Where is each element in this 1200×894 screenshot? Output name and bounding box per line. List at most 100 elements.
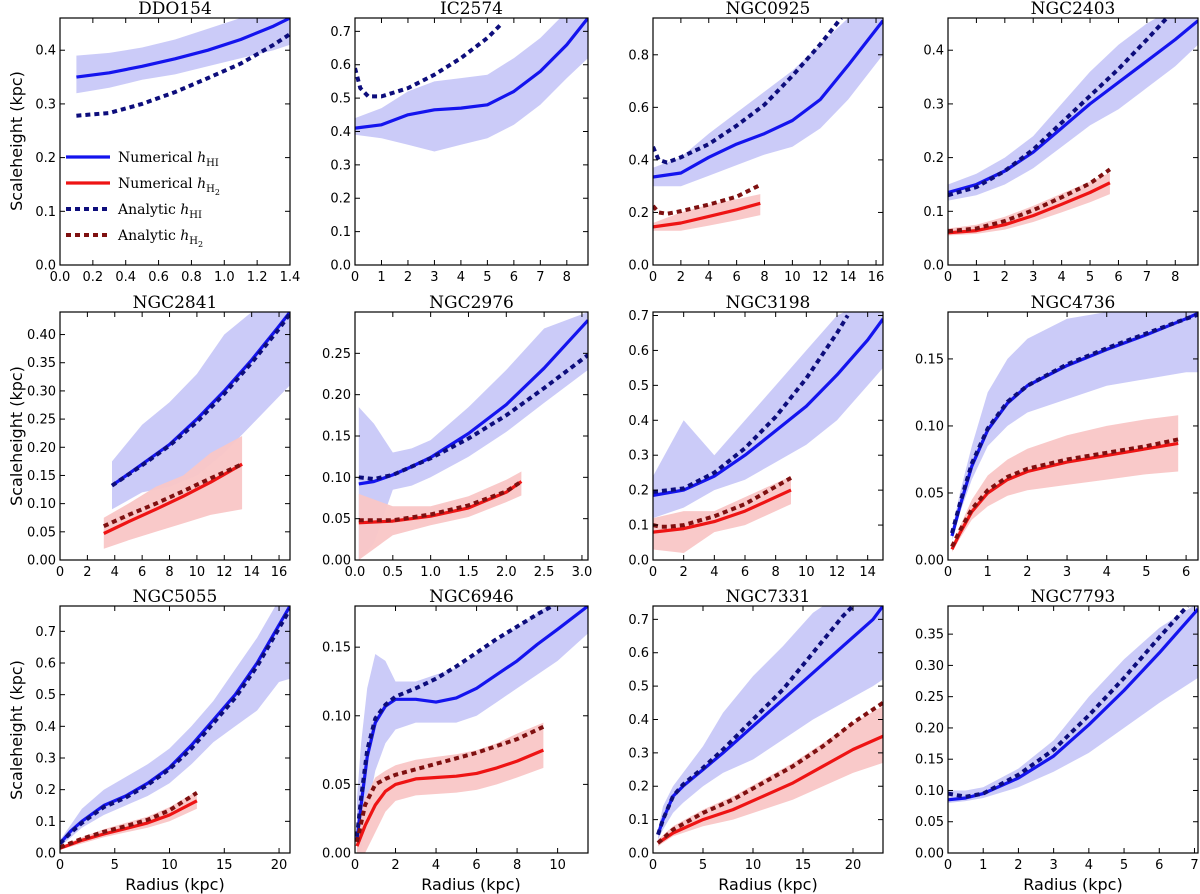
x-tick-label: 2 xyxy=(391,858,399,873)
legend: Numerical hHI Numerical hH2 Analytic hHI An… xyxy=(66,150,220,249)
x-tick-label: 0 xyxy=(944,270,952,285)
y-tick-label: 0.3 xyxy=(628,449,649,464)
x-tick-label: 1.2 xyxy=(247,270,268,285)
series-line-ddo154-1 xyxy=(76,32,290,118)
axes-frame xyxy=(652,17,884,266)
x-tick-label: 5 xyxy=(111,858,119,873)
panel-ngc3198: 0 2 4 6 8 10 12 14 0.0 0.1 0.2 0.3 0.4 0.5 0.6 0.7 NGC31… xyxy=(628,293,884,580)
y-tick-label: 0.15 xyxy=(322,641,351,656)
y-tick-label: 0.30 xyxy=(27,384,56,399)
x-tick-label: 4 xyxy=(1103,565,1111,580)
axes-frame xyxy=(59,311,291,561)
y-tick-label: 0.8 xyxy=(628,48,649,63)
panel-ngc0925: 0 2 4 6 8 10 12 14 16 0.0 0.2 0.4 0.6 0.8 NGC0925 xyxy=(628,0,884,285)
y-tick-label: 0.40 xyxy=(27,328,56,343)
y-tick-label: 0.2 xyxy=(330,192,351,207)
x-tick-label: 0 xyxy=(649,858,657,873)
x-tick-label: 5 xyxy=(699,858,707,873)
y-tick-label: 0.1 xyxy=(35,815,56,830)
y-tick-label: 0.2 xyxy=(35,151,56,166)
x-tick-label: 10 xyxy=(798,565,815,580)
y-tick-label: 0.5 xyxy=(628,379,649,394)
y-tick-label: 0.25 xyxy=(322,347,351,362)
series-line-ngc0925-1 xyxy=(653,18,843,165)
y-tick-label: 0.3 xyxy=(628,746,649,761)
y-tick-label: 0.10 xyxy=(322,471,351,486)
panel-title: NGC2841 xyxy=(133,293,218,313)
x-tick-label: 6 xyxy=(1155,858,1163,873)
panel-title: NGC2403 xyxy=(1031,0,1116,19)
y-tick-label: 0.4 xyxy=(628,713,649,728)
band-ngc7793-0 xyxy=(948,606,1198,803)
series-line-ddo154-0 xyxy=(76,18,290,79)
x-tick-label: 8 xyxy=(1171,270,1179,285)
x-tick-label: 16 xyxy=(868,270,885,285)
x-tick-label: 2 xyxy=(1023,565,1031,580)
panel-ngc2841: 0 2 4 6 8 10 12 14 16 0.00 0.05 0.10 0.15 0.20 0.25 0.3… xyxy=(27,293,291,580)
x-tick-label: 0 xyxy=(649,270,657,285)
x-tick-label: 3 xyxy=(1063,565,1071,580)
y-tick-label: 0.0 xyxy=(628,847,649,862)
series-line-ngc3198-2 xyxy=(653,488,792,534)
band-ngc2976-0 xyxy=(358,312,588,560)
panel-title: NGC2976 xyxy=(429,293,514,313)
band-ngc2403-0 xyxy=(948,18,1198,201)
y-tick-label: 0.20 xyxy=(322,388,351,403)
x-tick-label: 1 xyxy=(377,270,385,285)
y-tick-label: 0.00 xyxy=(27,554,56,569)
x-tick-label: 1 xyxy=(972,270,980,285)
x-tick-label: 10 xyxy=(549,858,566,873)
x-tick-label: 6 xyxy=(472,858,480,873)
x-tick-label: 6 xyxy=(732,270,740,285)
x-tick-label: 0 xyxy=(56,858,64,873)
series-line-ngc7331-1 xyxy=(656,606,855,836)
y-tick-label: 0.7 xyxy=(628,309,649,324)
series-line-ngc6946-3 xyxy=(355,724,545,843)
legend-label: Analytic hHI xyxy=(117,202,202,221)
axes-frame xyxy=(652,605,884,854)
legend-label: Analytic hH2 xyxy=(117,228,203,249)
x-tick-label: 6 xyxy=(510,270,518,285)
y-tick-label: 0.3 xyxy=(330,158,351,173)
legend-label: Numerical hH2 xyxy=(118,176,220,197)
x-tick-label: 6 xyxy=(1114,270,1122,285)
panel-ngc5055: 0 5 10 15 20 0.0 0.1 0.2 0.3 0.4 0.5 0.6 0.7 NGC5055 xyxy=(35,587,291,873)
x-tick-label: 2 xyxy=(404,270,412,285)
y-tick-label: 0.15 xyxy=(915,352,944,367)
x-tick-label: 7 xyxy=(1190,858,1198,873)
y-tick-label: 0.7 xyxy=(35,625,56,640)
series-line-ngc2403-2 xyxy=(948,181,1111,235)
x-tick-label: 2 xyxy=(83,565,91,580)
y-tick-label: 0.2 xyxy=(35,783,56,798)
band-ngc6946-0 xyxy=(357,606,588,853)
x-tick-label: 0.0 xyxy=(345,565,366,580)
y-tick-label: 0.5 xyxy=(628,680,649,695)
x-tick-label: 5 xyxy=(1120,858,1128,873)
x-tick-label: 7 xyxy=(1143,270,1151,285)
series-line-ic2574-0 xyxy=(355,18,588,130)
series-line-ngc2976-3 xyxy=(358,479,523,523)
y-tick-label: 0.3 xyxy=(35,97,56,112)
x-tick-label: 1 xyxy=(979,858,987,873)
x-tick-label: 3 xyxy=(430,270,438,285)
x-tick-label: 15 xyxy=(216,858,233,873)
y-tick-label: 0.35 xyxy=(27,356,56,371)
y-tick-label: 0.15 xyxy=(322,430,351,445)
x-tick-label: 12 xyxy=(829,565,846,580)
y-tick-label: 0.00 xyxy=(915,847,944,862)
x-axis-label: Radius (kpc) xyxy=(125,875,224,894)
series-line-ngc6946-2 xyxy=(355,748,545,847)
panel-ngc6946: 0 2 4 6 8 10 0.00 0.05 0.10 0.15 NGC6946 xyxy=(322,587,589,873)
series-line-ngc2841-3 xyxy=(102,462,243,529)
series-line-ic2574-1 xyxy=(355,23,503,99)
y-tick-label: 0.05 xyxy=(915,486,944,501)
band-ngc2841-2 xyxy=(103,436,243,549)
y-tick-label: 0.1 xyxy=(628,813,649,828)
band-ngc5055-0 xyxy=(60,606,290,847)
x-tick-label: 5 xyxy=(1086,270,1094,285)
x-tick-label: 16 xyxy=(271,565,288,580)
y-tick-label: 0.0 xyxy=(35,847,56,862)
y-tick-label: 0.25 xyxy=(915,690,944,705)
y-tick-label: 0.2 xyxy=(628,484,649,499)
